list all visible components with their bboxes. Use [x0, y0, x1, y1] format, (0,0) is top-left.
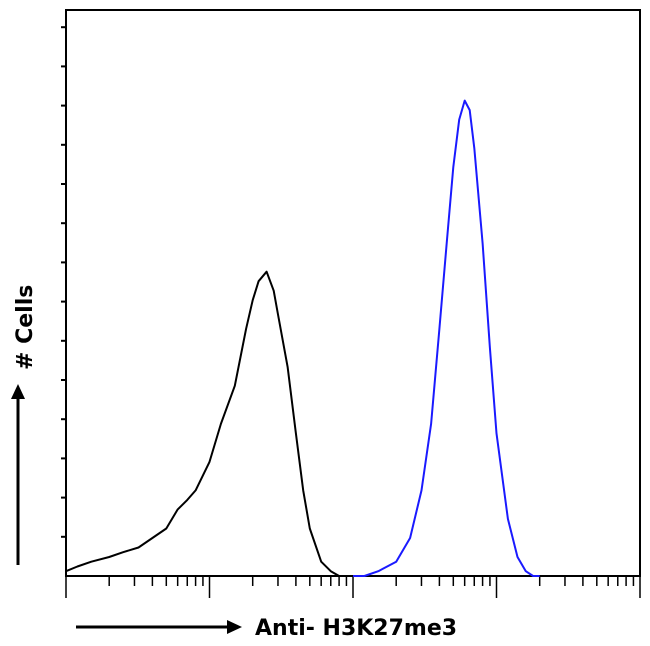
y-axis-arrow [11, 384, 25, 565]
x-axis-title: Anti- H3K27me3 [255, 616, 457, 641]
series-layer [65, 99, 540, 577]
plot-frame [65, 9, 641, 577]
series-line-2 [353, 99, 540, 577]
series-line-1 [65, 270, 353, 577]
x-axis-ticks [65, 576, 641, 598]
y-axis-ticks [61, 26, 66, 538]
y-axis-title: # Cells [13, 285, 38, 370]
x-axis-arrow [76, 620, 242, 634]
